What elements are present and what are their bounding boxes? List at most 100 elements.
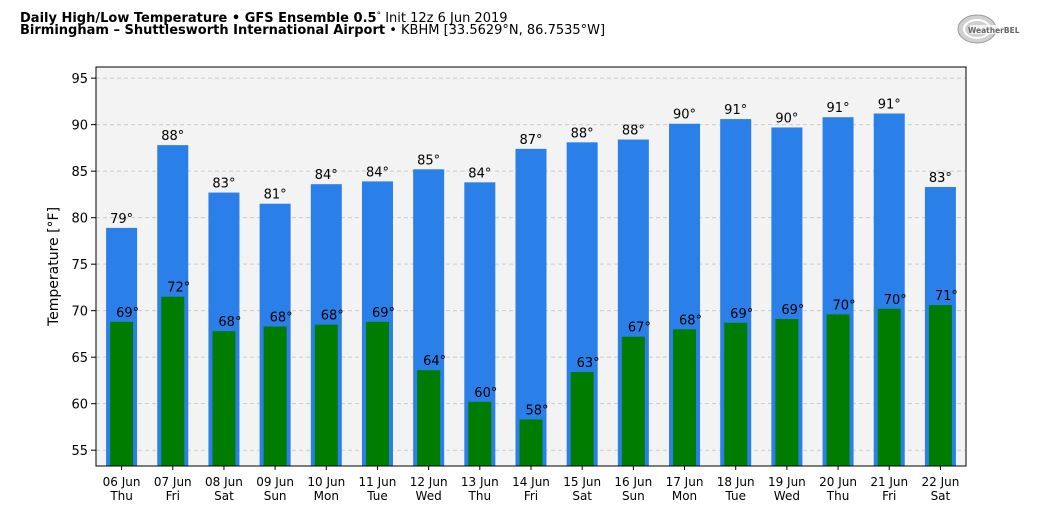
low-temp-bar: [417, 370, 441, 466]
y-tick-label: 70: [71, 305, 88, 320]
low-temp-label: 69°: [730, 307, 753, 322]
high-temp-label: 91°: [827, 101, 850, 116]
x-tick-date: 08 Jun: [205, 475, 243, 489]
low-temp-label: 68°: [321, 309, 344, 324]
low-temp-label: 64°: [423, 354, 446, 369]
chart-title: Daily High/Low Temperature • GFS Ensembl…: [20, 9, 508, 26]
high-temp-label: 90°: [673, 108, 696, 123]
y-axis: 55 60 65 70 75 80 85 90 95: [71, 72, 96, 459]
low-temp-bar: [877, 308, 901, 466]
high-temp-label: 84°: [366, 165, 389, 180]
x-tick-weekday: Sun: [264, 489, 287, 503]
low-temp-label: 69°: [116, 306, 139, 321]
y-tick-label: 95: [71, 72, 88, 87]
high-temp-label: 88°: [571, 126, 594, 141]
x-tick-date: 21 Jun: [870, 475, 908, 489]
low-temp-label: 72°: [167, 281, 190, 296]
low-temp-label: 71°: [935, 289, 958, 304]
y-tick-label: 75: [71, 258, 88, 273]
x-tick-date: 17 Jun: [666, 475, 704, 489]
x-tick-date: 12 Jun: [410, 475, 448, 489]
low-temp-label: 69°: [781, 303, 804, 318]
low-temp-bar: [826, 314, 850, 466]
x-tick-date: 09 Jun: [256, 475, 294, 489]
x-tick-date: 14 Jun: [512, 475, 550, 489]
low-temp-bar: [928, 305, 952, 466]
low-temp-label: 58°: [525, 403, 548, 418]
location-name: Birmingham – Shuttlesworth International…: [20, 23, 386, 38]
location-coordinates: • KBHM [33.5629°N, 86.7535°W]: [385, 23, 606, 38]
low-temp-bar: [519, 419, 543, 466]
x-tick-weekday: Fri: [882, 489, 896, 503]
low-temp-bar: [161, 296, 185, 466]
y-tick-label: 60: [71, 398, 88, 413]
low-temp-bar: [724, 322, 748, 466]
x-tick-weekday: Sat: [572, 489, 592, 503]
x-tick-date: 13 Jun: [461, 475, 499, 489]
low-temp-bar: [570, 372, 594, 466]
low-temp-bar: [365, 321, 389, 466]
low-temp-bar: [621, 336, 645, 466]
x-tick-weekday: Tue: [724, 489, 746, 503]
y-tick-label: 85: [71, 165, 88, 180]
low-temp-bar: [263, 326, 287, 466]
x-tick-weekday: Wed: [416, 489, 442, 503]
low-temp-bar: [314, 324, 338, 466]
x-tick-weekday: Thu: [826, 489, 850, 503]
high-temp-label: 84°: [468, 166, 491, 181]
y-tick-label: 65: [71, 351, 88, 366]
x-tick-date: 15 Jun: [563, 475, 601, 489]
x-tick-weekday: Wed: [774, 489, 800, 503]
high-temp-label: 87°: [519, 133, 542, 148]
x-tick-weekday: Thu: [109, 489, 133, 503]
low-temp-bar: [673, 329, 697, 466]
y-axis-label: Temperature [°F]: [46, 207, 62, 327]
y-tick-label: 55: [71, 444, 88, 459]
low-temp-label: 63°: [577, 356, 600, 371]
x-tick-weekday: Fri: [524, 489, 538, 503]
x-tick-weekday: Mon: [314, 489, 339, 503]
low-temp-label: 67°: [628, 321, 651, 336]
x-tick-weekday: Tue: [366, 489, 388, 503]
high-temp-label: 83°: [212, 177, 235, 192]
low-temp-label: 70°: [884, 293, 907, 308]
low-temp-bar: [110, 321, 134, 466]
x-tick-weekday: Sun: [622, 489, 645, 503]
low-temp-label: 69°: [372, 306, 395, 321]
x-tick-weekday: Thu: [468, 489, 492, 503]
x-tick-date: 07 Jun: [154, 475, 192, 489]
x-tick-date: 18 Jun: [717, 475, 755, 489]
high-temp-label: 91°: [724, 103, 747, 118]
low-temp-label: 68°: [679, 313, 702, 328]
high-temp-label: 84°: [315, 168, 338, 183]
chart-subtitle: Birmingham – Shuttlesworth International…: [20, 23, 605, 38]
bar-labels: 79° 69° 88° 72° 83° 68° 81° 68° 84° 68° 84° 69° 85° 6…: [110, 98, 958, 419]
low-temp-label: 70°: [833, 298, 856, 313]
x-tick-date: 16 Jun: [614, 475, 652, 489]
y-tick-label: 90: [71, 119, 88, 134]
x-tick-weekday: Sat: [214, 489, 234, 503]
x-tick-date: 06 Jun: [103, 475, 141, 489]
low-temp-bar: [775, 319, 799, 466]
bars: [106, 113, 956, 467]
low-temp-label: 68°: [270, 310, 293, 325]
low-temp-bar: [468, 401, 492, 466]
high-temp-label: 88°: [161, 129, 184, 144]
chart-title-init: Init 12z 6 Jun 2019: [381, 11, 508, 26]
high-temp-label: 91°: [878, 98, 901, 113]
x-tick-date: 10 Jun: [307, 475, 345, 489]
high-temp-label: 85°: [417, 153, 440, 168]
high-temp-bar: [515, 148, 547, 466]
x-tick-date: 22 Jun: [921, 475, 959, 489]
x-tick-date: 11 Jun: [359, 475, 397, 489]
chart-title-degree: °: [376, 11, 382, 21]
high-temp-label: 83°: [929, 171, 952, 186]
low-temp-label: 60°: [474, 386, 497, 401]
weatherbell-logo-icon: WeatherBELL: [957, 14, 1020, 44]
high-temp-label: 90°: [775, 111, 798, 126]
logo-text: WeatherBELL: [968, 26, 1020, 35]
x-tick-date: 19 Jun: [768, 475, 806, 489]
chart-title-main: Daily High/Low Temperature • GFS Ensembl…: [20, 11, 377, 26]
